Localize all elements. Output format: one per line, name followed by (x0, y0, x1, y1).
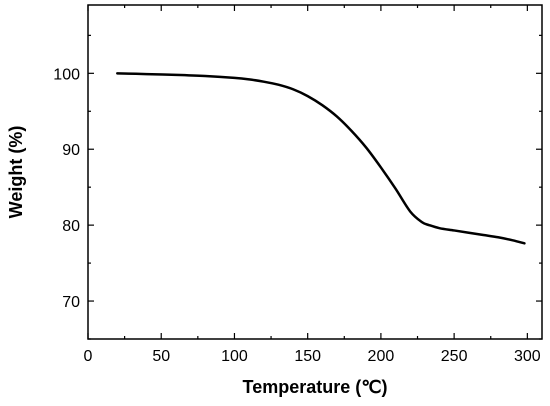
y-axis-title: Weight (%) (6, 126, 26, 219)
y-tick-label: 100 (53, 66, 80, 83)
x-axis-title: Temperature (℃) (243, 377, 388, 397)
tick-labels: 0 50 100 150 200 250 300 70 80 90 100 (53, 66, 541, 365)
weight-curve (116, 72, 526, 245)
x-tick-label: 100 (221, 348, 248, 365)
x-tick-label: 200 (368, 348, 395, 365)
x-tick-label: 0 (84, 348, 93, 365)
x-tick-label: 300 (514, 348, 541, 365)
x-tick-label: 50 (152, 348, 170, 365)
y-tick-label: 90 (62, 142, 80, 159)
plot-frame (87, 4, 543, 340)
x-tick-label: 250 (441, 348, 468, 365)
x-tick-label: 150 (294, 348, 321, 365)
y-tick-label: 70 (62, 294, 80, 311)
axis-ticks (87, 5, 542, 340)
y-tick-label: 80 (62, 218, 80, 235)
